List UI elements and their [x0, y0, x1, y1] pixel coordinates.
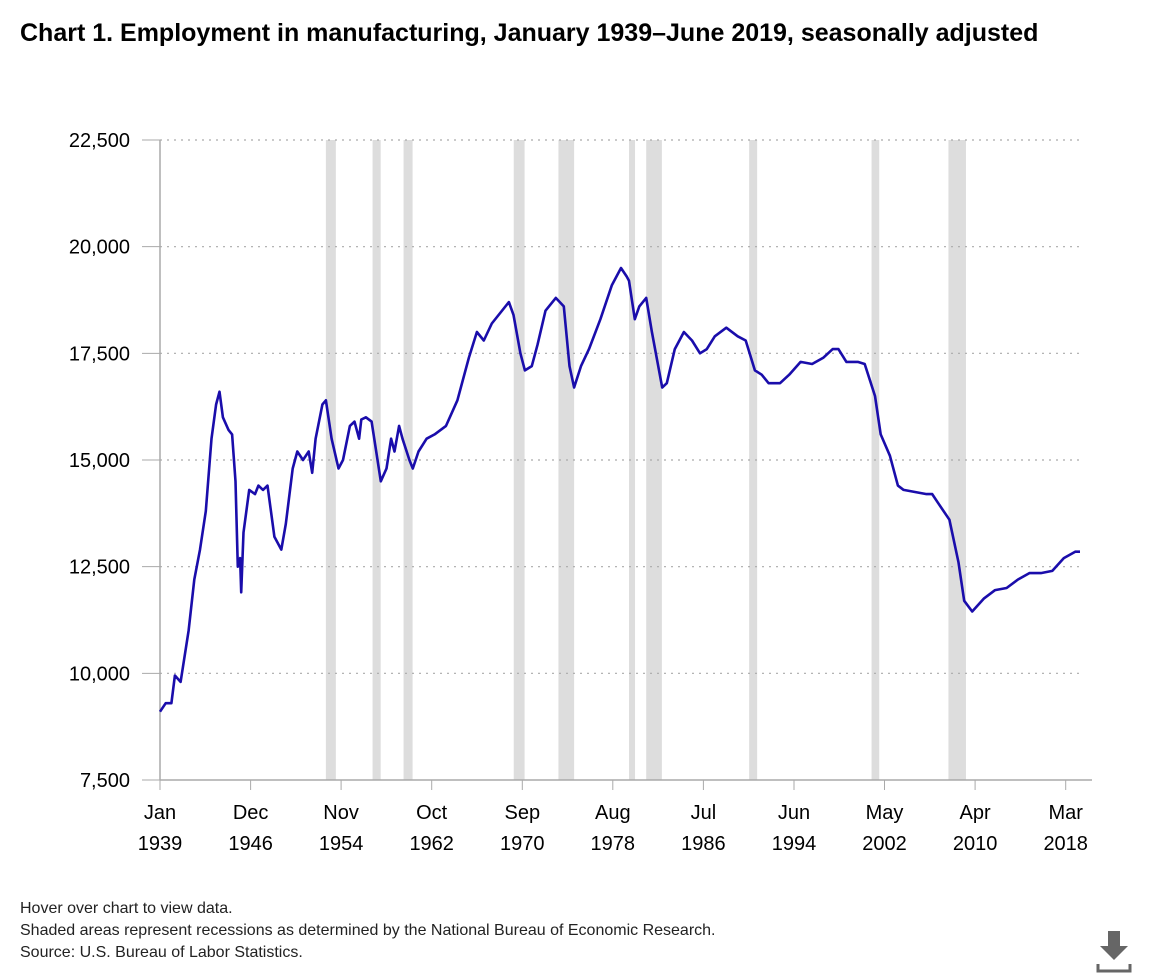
x-tick-label: 1994	[772, 833, 817, 855]
recession-band	[749, 140, 758, 780]
x-tick-label: Apr	[960, 802, 991, 824]
line-chart[interactable]: 7,500 10,000 12,500 15,000 17,500 20,000 22,50…	[0, 0, 1160, 880]
source-note: Source: U.S. Bureau of Labor Statistics.	[20, 944, 303, 961]
y-tick-label: 15,000	[69, 450, 130, 472]
x-tick-label: Mar	[1048, 802, 1083, 824]
axes	[159, 140, 1092, 781]
recession-band	[513, 140, 525, 780]
chart-title: Chart 1. Employment in manufacturing, Ja…	[20, 19, 1039, 47]
x-tick-label: Sep	[505, 802, 541, 824]
x-tick-label: Dec	[233, 802, 269, 824]
x-tick-label: Oct	[416, 802, 448, 824]
y-tick-label: 22,500	[69, 130, 130, 152]
y-axis-ticks: 7,500 10,000 12,500 15,000 17,500 20,000 22,50…	[69, 130, 160, 792]
x-tick-label: Jul	[691, 802, 717, 824]
x-tick-label: Nov	[323, 802, 359, 824]
gridlines	[160, 139, 1080, 674]
y-tick-label: 17,500	[69, 343, 130, 365]
recession-band	[629, 140, 636, 780]
x-tick-label: 1946	[228, 833, 273, 855]
x-axis-ticks: Jan 1939 Dec 1946 Nov 1954 Oct 1962 Sep 1970 Aug 19…	[138, 780, 1088, 855]
download-button[interactable]	[1094, 930, 1134, 974]
y-tick-label: 20,000	[69, 237, 130, 259]
x-tick-label: 2002	[862, 833, 907, 855]
x-tick-label: 2010	[953, 833, 998, 855]
x-tick-label: 1939	[138, 833, 183, 855]
x-tick-label: 1962	[409, 833, 454, 855]
x-tick-label: Jan	[144, 802, 176, 824]
x-tick-label: May	[866, 802, 904, 824]
x-tick-label: 1970	[500, 833, 545, 855]
x-tick-label: Aug	[595, 802, 631, 824]
recession-band	[325, 140, 336, 780]
x-tick-label: 2018	[1043, 833, 1088, 855]
download-icon	[1096, 931, 1132, 973]
hover-note: Hover over chart to view data.	[20, 900, 233, 917]
recession-band	[948, 140, 966, 780]
x-tick-label: 1954	[319, 833, 364, 855]
x-tick-label: 1986	[681, 833, 726, 855]
x-tick-label: 1978	[591, 833, 636, 855]
y-tick-label: 12,500	[69, 557, 130, 579]
chart-notes: Hover over chart to view data. Shaded ar…	[20, 898, 716, 964]
y-tick-label: 7,500	[80, 770, 130, 792]
series-line-manufacturing-employment	[158, 266, 1080, 713]
recession-bands	[325, 140, 966, 780]
recession-band	[646, 140, 662, 780]
x-tick-label: Jun	[778, 802, 810, 824]
recession-note: Shaded areas represent recessions as det…	[20, 922, 716, 939]
y-tick-label: 10,000	[69, 663, 130, 685]
